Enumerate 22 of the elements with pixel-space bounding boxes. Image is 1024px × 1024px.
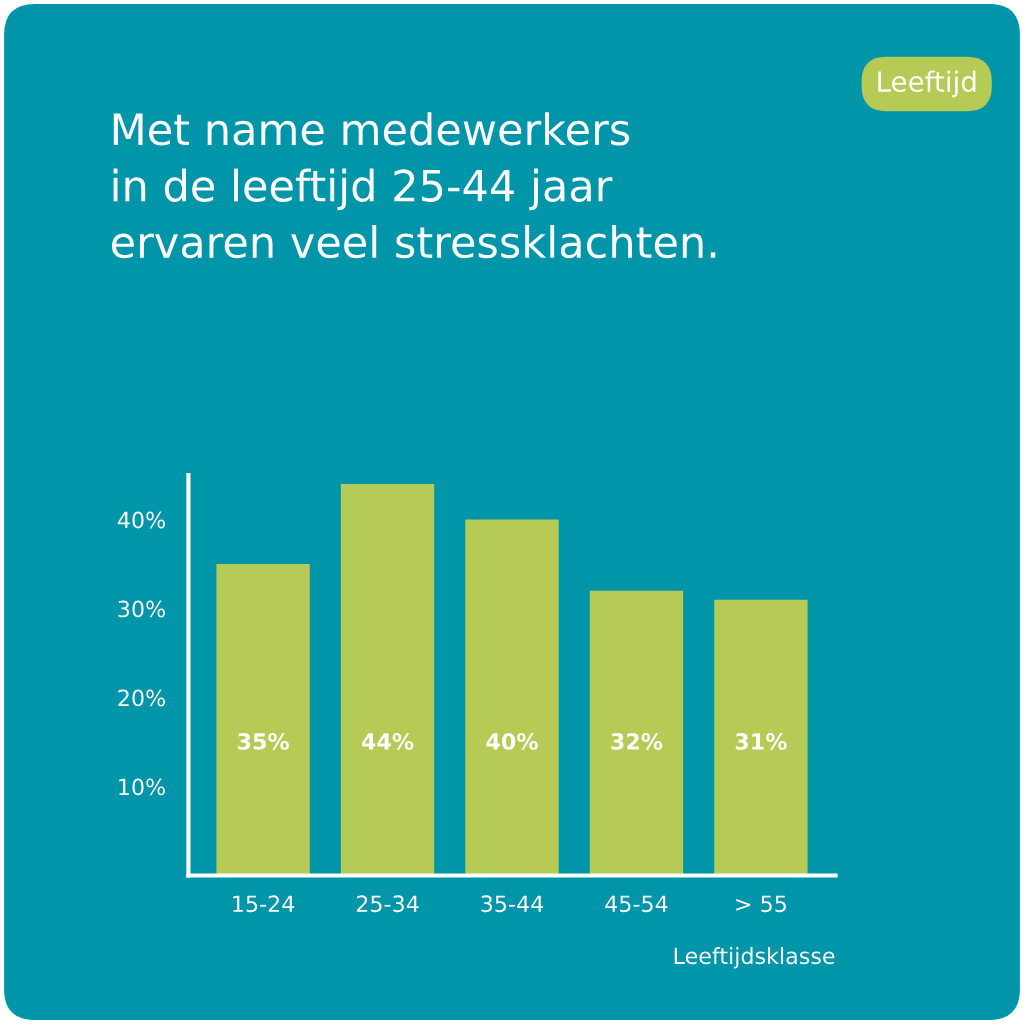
data-label: 40% [486, 733, 538, 750]
y-tick-label: 20% [118, 689, 165, 707]
x-tick-label: 25-34 [356, 895, 419, 913]
data-label: 31% [735, 733, 787, 750]
chart-title: Met name medewerkers in de leeftijd 25-44 jaar ervaren veel stressklachten. [111, 112, 716, 259]
y-tick-label: 10% [119, 778, 165, 796]
bar [340, 484, 435, 876]
bar [465, 519, 559, 876]
x-axis-title: Leeftijdsklasse [674, 947, 835, 969]
data-label: 32% [611, 733, 663, 750]
data-label: 35% [237, 733, 289, 750]
x-tick-label: > 55 [736, 895, 786, 913]
x-tick-label: 45-54 [605, 895, 668, 913]
bar [714, 599, 808, 876]
y-tick-label: 40% [117, 511, 165, 529]
x-tick-label: 35-44 [481, 895, 544, 913]
bar [589, 590, 684, 876]
text: Leeftijd [878, 70, 976, 98]
bar [216, 564, 310, 876]
y-tick-label: 30% [118, 600, 165, 618]
data-label: 44% [361, 733, 414, 750]
x-tick-label: 15-24 [233, 895, 295, 913]
